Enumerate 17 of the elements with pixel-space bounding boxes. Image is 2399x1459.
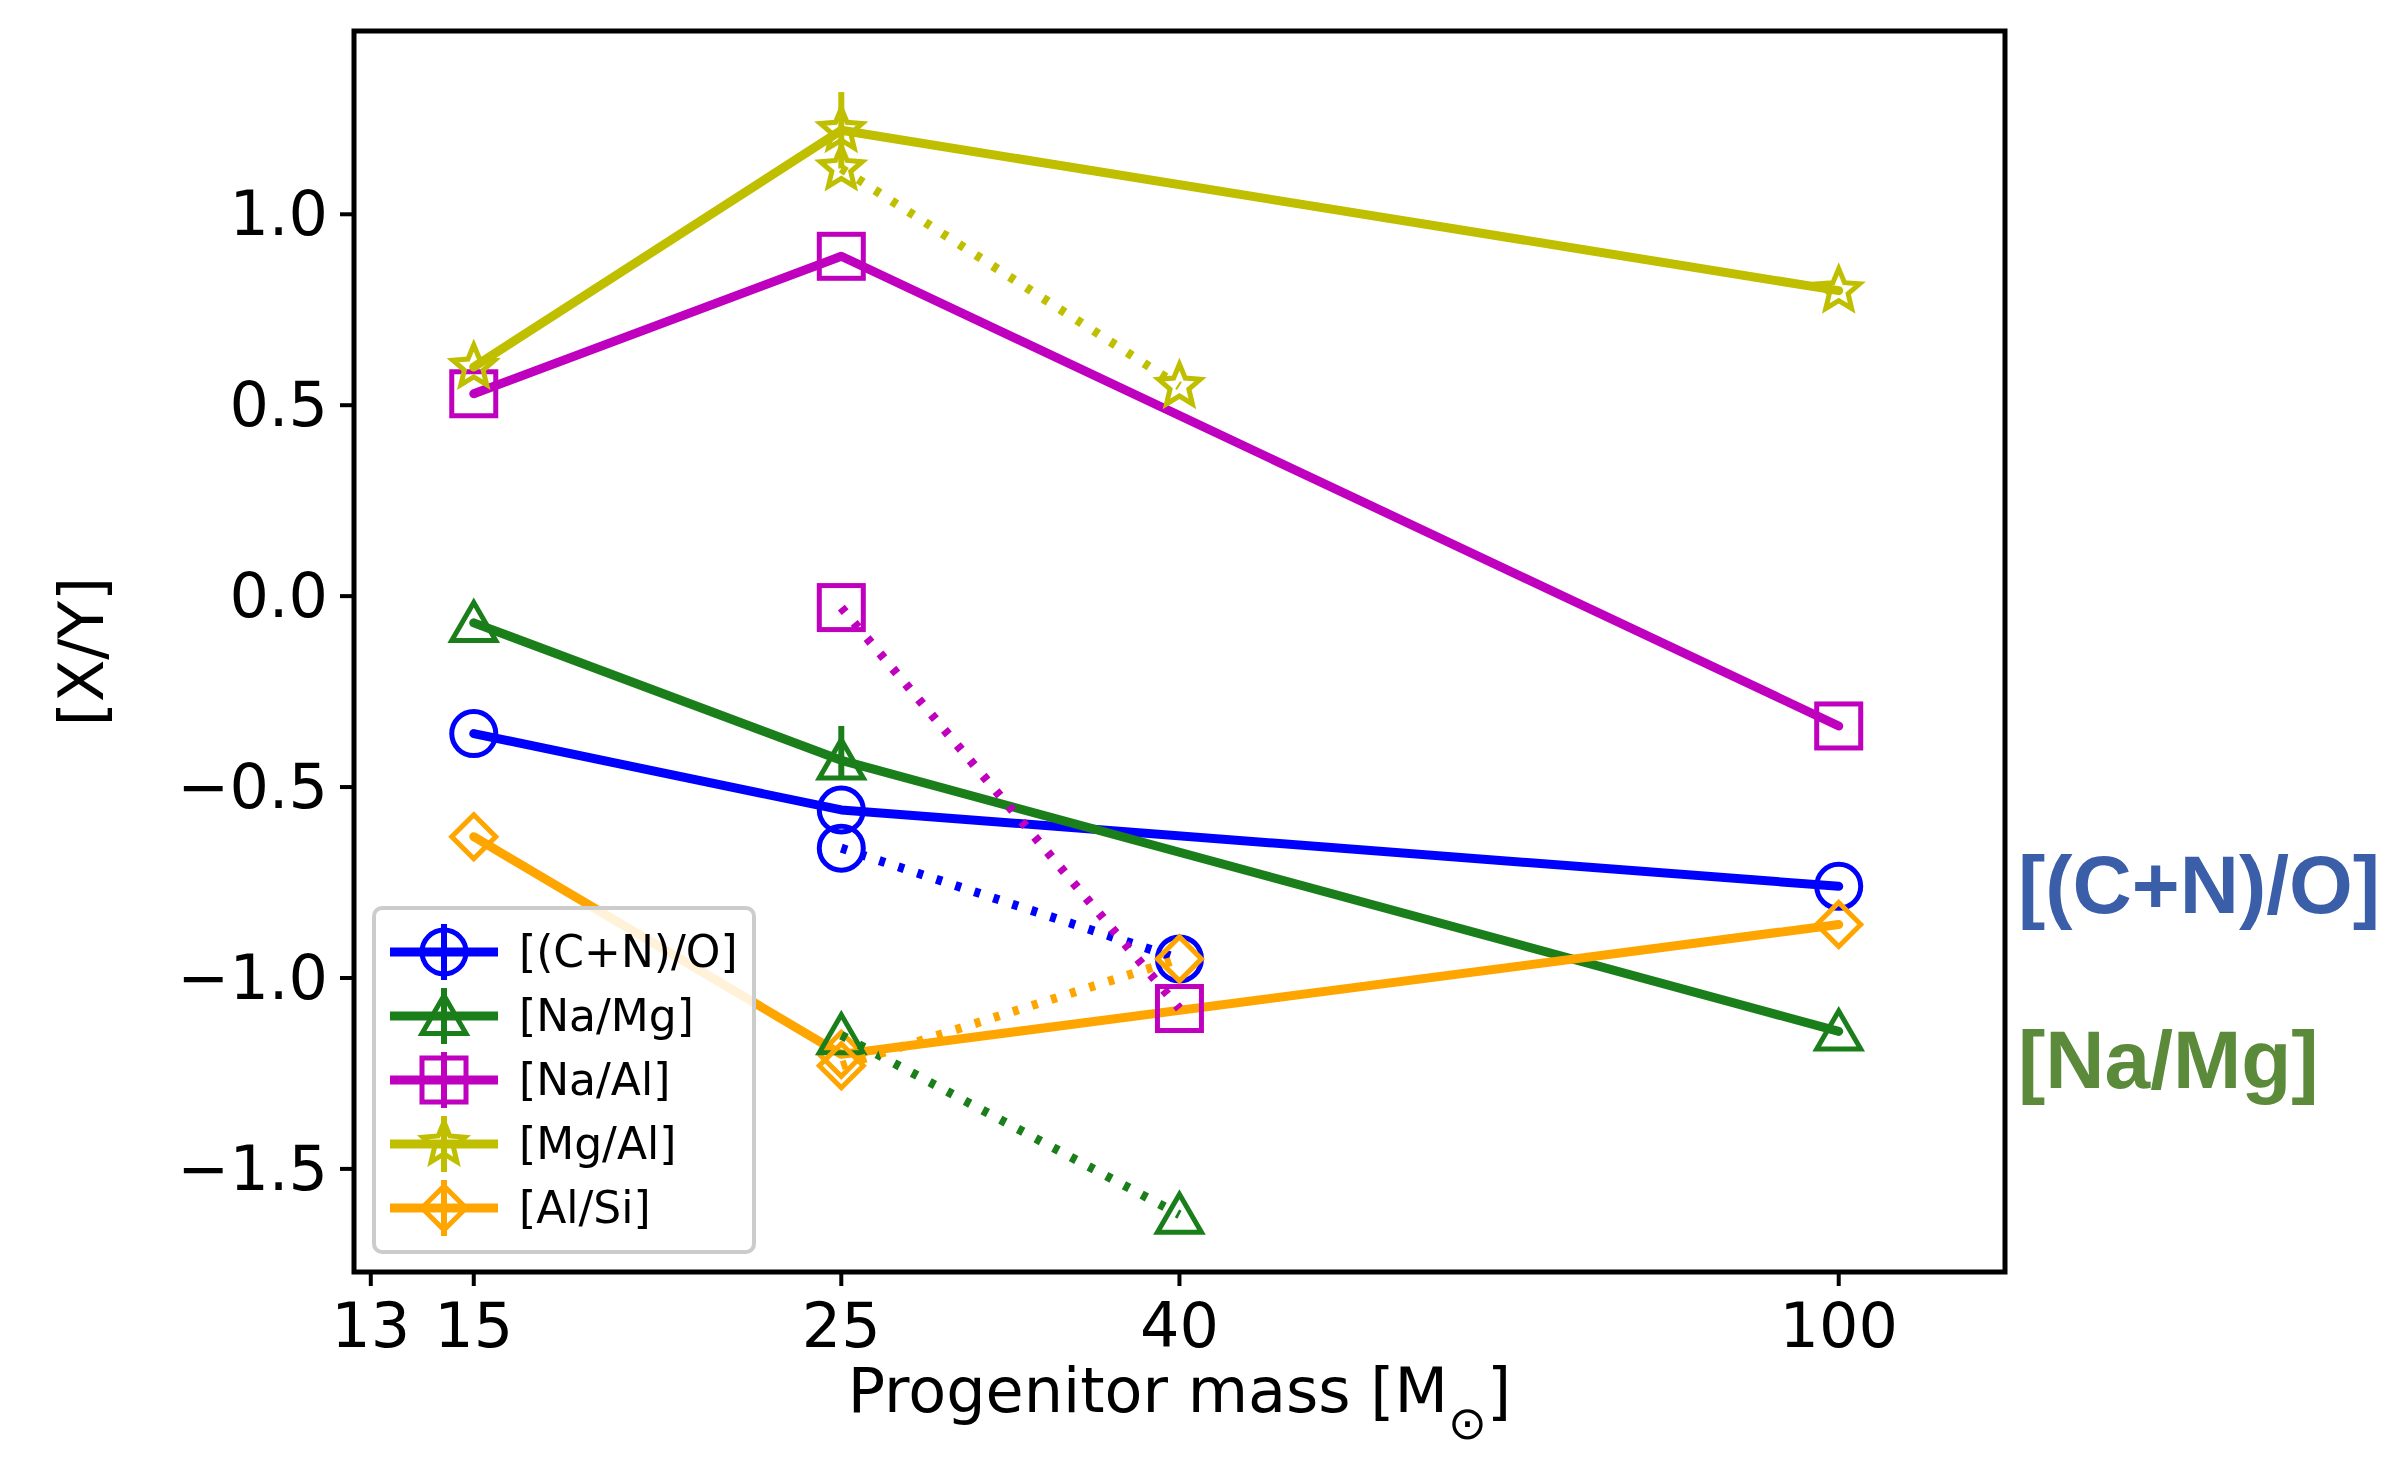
y-tick-label: 1.0	[229, 177, 328, 251]
y-tick-label: 0.5	[229, 368, 328, 442]
legend-label: [(C+N)/O]	[519, 926, 738, 977]
x-tick-label: 15	[434, 1289, 514, 1362]
y-tick-label: −1.5	[177, 1131, 328, 1205]
y-tick-label: −0.5	[177, 750, 328, 824]
legend-label: [Na/Mg]	[519, 990, 694, 1041]
text: [Na/Mg]	[2018, 1014, 2319, 1105]
y-tick-label: 0.0	[229, 559, 328, 633]
legend-label: [Na/Al]	[519, 1054, 671, 1105]
legend-label: [Al/Si]	[519, 1182, 651, 1233]
y-axis-title: [X/Y]	[45, 576, 118, 727]
legend-label: [Mg/Al]	[519, 1118, 677, 1169]
text: [(C+N)/O]	[2018, 839, 2381, 930]
x-tick-label: 13	[331, 1289, 411, 1362]
x-tick-label: 100	[1779, 1289, 1898, 1362]
y-tick-label: −1.0	[177, 940, 328, 1014]
